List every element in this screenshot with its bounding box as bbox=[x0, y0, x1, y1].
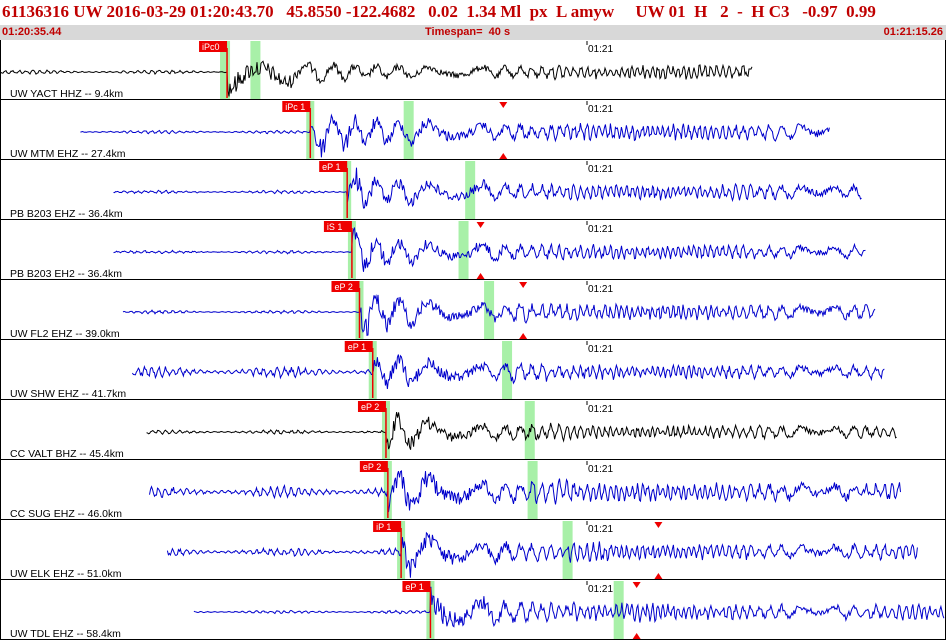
s-window-marker[interactable] bbox=[458, 221, 469, 279]
amplitude-marker-bottom[interactable] bbox=[654, 573, 663, 579]
channel-label: UW MTM EHZ -- 27.4km bbox=[10, 148, 126, 160]
pick-label-box[interactable] bbox=[373, 521, 402, 532]
trace-row[interactable]: eP 2 01:21 CC VALT BHZ -- 45.4km bbox=[0, 401, 946, 460]
trace-row[interactable]: iPc0 01:21 UW YACT HHZ -- 9.4km bbox=[0, 41, 946, 100]
minute-time-label: 01:21 bbox=[588, 44, 613, 55]
channel-label: UW ELK EHZ -- 51.0km bbox=[10, 568, 122, 580]
waveform-trace bbox=[193, 586, 945, 628]
trace-row[interactable]: eP 2 01:21 CC SUG EHZ -- 46.0km bbox=[0, 461, 946, 520]
waveform-trace bbox=[80, 113, 830, 158]
pick-label: iP 1 bbox=[376, 522, 391, 532]
pick-label-box[interactable] bbox=[359, 461, 388, 472]
pick-label: eP 1 bbox=[348, 342, 366, 352]
pick-label-box[interactable] bbox=[344, 341, 373, 352]
minute-time-label: 01:21 bbox=[588, 584, 613, 595]
channel-label: UW TDL EHZ -- 58.4km bbox=[10, 628, 121, 640]
minute-time-label: 01:21 bbox=[588, 524, 613, 535]
waveform-trace bbox=[166, 531, 918, 578]
channel-label: PB B203 EHZ -- 36.4km bbox=[10, 208, 123, 220]
waveform-trace bbox=[0, 60, 753, 97]
s-window-marker[interactable] bbox=[502, 341, 513, 399]
event-header: 61136316 UW 2016-03-29 01:20:43.70 45.85… bbox=[0, 0, 946, 40]
p-window-marker[interactable] bbox=[220, 41, 231, 99]
minute-time-label: 01:21 bbox=[588, 344, 613, 355]
amplitude-marker-bottom[interactable] bbox=[499, 153, 508, 159]
pick-label-box[interactable] bbox=[199, 41, 228, 52]
channel-label: CC SUG EHZ -- 46.0km bbox=[10, 508, 122, 520]
s-window-marker[interactable] bbox=[527, 461, 538, 519]
amplitude-marker-top[interactable] bbox=[519, 282, 528, 288]
waveform-trace bbox=[113, 227, 866, 272]
pick-label-box[interactable] bbox=[357, 401, 386, 412]
s-window-marker[interactable] bbox=[250, 41, 261, 99]
window-end-time: 01:21:15.26 bbox=[883, 26, 943, 38]
channel-label: UW YACT HHZ -- 9.4km bbox=[10, 88, 123, 100]
amplitude-marker-top[interactable] bbox=[632, 582, 641, 588]
trace-row[interactable]: iP 1 01:21 UW ELK EHZ -- 51.0km bbox=[0, 521, 946, 580]
pick-label-box[interactable] bbox=[319, 161, 348, 172]
minute-time-label: 01:21 bbox=[588, 104, 613, 115]
waveform-trace bbox=[146, 412, 897, 450]
amplitude-marker-bottom[interactable] bbox=[519, 333, 528, 339]
trace-row[interactable]: eP 1 01:21 PB B203 EHZ -- 36.4km bbox=[0, 161, 946, 220]
pick-label-box[interactable] bbox=[282, 101, 311, 112]
pick-label: eP 1 bbox=[405, 582, 423, 592]
amplitude-marker-top[interactable] bbox=[654, 522, 663, 528]
pick-label-box[interactable] bbox=[331, 281, 360, 292]
s-window-marker[interactable] bbox=[562, 521, 573, 579]
channel-label: UW SHW EHZ -- 41.7km bbox=[10, 388, 126, 400]
pick-label: eP 1 bbox=[322, 162, 340, 172]
trace-row[interactable]: eP 1 01:21 UW SHW EHZ -- 41.7km bbox=[0, 341, 946, 400]
minute-time-label: 01:21 bbox=[588, 404, 613, 415]
pick-label: iPc0 bbox=[202, 42, 220, 52]
channel-label: UW FL2 EHZ -- 39.0km bbox=[10, 328, 120, 340]
amplitude-marker-bottom[interactable] bbox=[476, 273, 485, 279]
trace-row[interactable]: eP 1 01:21 UW TDL EHZ -- 58.4km bbox=[0, 581, 946, 640]
waveform-trace bbox=[113, 167, 862, 209]
s-window-marker[interactable] bbox=[613, 581, 624, 639]
waveform-trace bbox=[131, 354, 885, 389]
channel-label: PB B203 EH2 -- 36.4km bbox=[10, 268, 122, 280]
waveform-trace bbox=[149, 470, 901, 513]
amplitude-marker-top[interactable] bbox=[499, 102, 508, 108]
trace-row[interactable]: iS 1 01:21 PB B203 EH2 -- 36.4km bbox=[0, 221, 946, 280]
pick-label: iPc 1 bbox=[285, 102, 305, 112]
pick-label: iS 1 bbox=[327, 222, 343, 232]
s-window-marker[interactable] bbox=[403, 101, 414, 159]
minute-time-label: 01:21 bbox=[588, 464, 613, 475]
timespan-readout: Timespan= 40 s bbox=[425, 26, 511, 38]
pick-label: eP 2 bbox=[334, 282, 352, 292]
seismogram-panel[interactable]: iPc0 01:21 UW YACT HHZ -- 9.4km iPc 1 01:21 U… bbox=[0, 40, 946, 640]
trace-row[interactable]: eP 2 01:21 UW FL2 EHZ -- 39.0km bbox=[0, 281, 946, 340]
pick-label: eP 2 bbox=[361, 402, 379, 412]
event-summary-title: 61136316 UW 2016-03-29 01:20:43.70 45.85… bbox=[2, 2, 876, 21]
minute-time-label: 01:21 bbox=[588, 164, 613, 175]
waveform-trace bbox=[122, 293, 876, 336]
amplitude-marker-bottom[interactable] bbox=[632, 633, 641, 639]
trace-row[interactable]: iPc 1 01:21 UW MTM EHZ -- 27.4km bbox=[0, 101, 946, 160]
pick-label-box[interactable] bbox=[323, 221, 352, 232]
pick-label-box[interactable] bbox=[402, 581, 431, 592]
channel-label: CC VALT BHZ -- 45.4km bbox=[10, 448, 124, 460]
time-status-bar: 01:20:35.44 Timespan= 40 s 01:21:15.26 bbox=[0, 25, 946, 40]
pick-label: eP 2 bbox=[363, 462, 381, 472]
amplitude-marker-top[interactable] bbox=[476, 222, 485, 228]
s-window-marker[interactable] bbox=[484, 281, 495, 339]
minute-time-label: 01:21 bbox=[588, 224, 613, 235]
window-start-time: 01:20:35.44 bbox=[2, 26, 62, 38]
minute-time-label: 01:21 bbox=[588, 284, 613, 295]
